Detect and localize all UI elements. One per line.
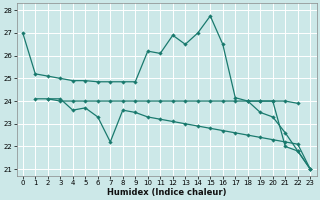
X-axis label: Humidex (Indice chaleur): Humidex (Indice chaleur) — [107, 188, 226, 197]
